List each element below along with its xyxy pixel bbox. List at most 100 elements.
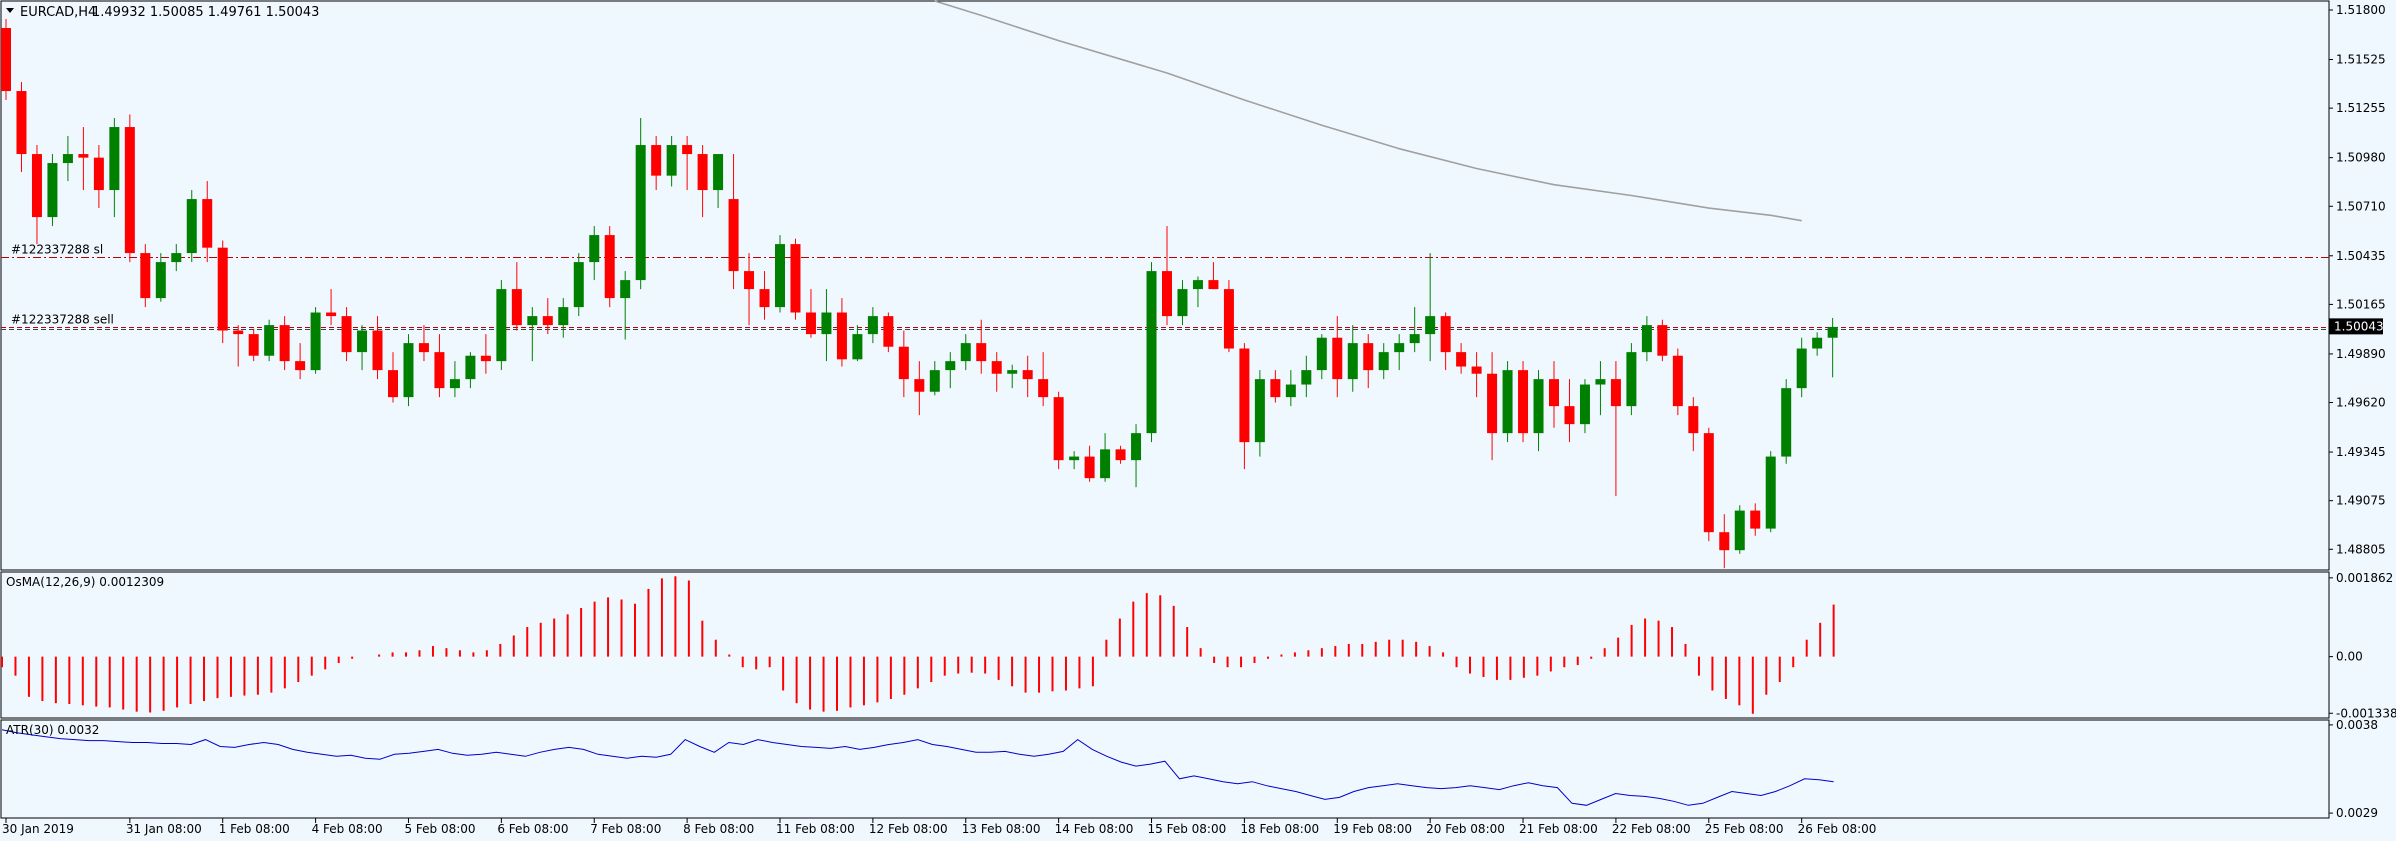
candle-body	[1301, 370, 1312, 385]
candle	[31, 145, 42, 245]
order-lines: #122337288 sl #122337288 sell	[1, 243, 2329, 330]
osma-indicator-label: OsMA(12,26,9) 0.0012309	[6, 575, 164, 589]
candle	[186, 190, 197, 263]
candle-body	[1316, 337, 1327, 371]
candle	[480, 334, 491, 374]
candle-body	[790, 244, 801, 313]
candle-body	[1146, 271, 1157, 434]
candle-body	[109, 127, 120, 191]
candle-body	[1549, 379, 1559, 407]
order-line-label-1: #122337288 sell	[11, 313, 114, 327]
candle-body	[496, 289, 507, 362]
candle	[1007, 364, 1018, 389]
price-tick-label-10: 1.49075	[2336, 494, 2386, 508]
candle-body	[480, 355, 491, 362]
candle	[836, 298, 847, 367]
candle-body	[1394, 343, 1405, 353]
candle	[744, 253, 755, 326]
candle-body	[1285, 384, 1296, 398]
candle-body	[1053, 397, 1064, 461]
candle-body	[1827, 326, 1838, 338]
candle	[697, 145, 708, 218]
candle-body	[852, 334, 863, 360]
candle-body	[1812, 337, 1823, 349]
price-tick-label-9: 1.49345	[2336, 445, 2386, 459]
candle	[1332, 316, 1343, 398]
candle	[1177, 280, 1188, 326]
candle-body	[1425, 316, 1436, 335]
candle-body	[1641, 325, 1652, 353]
candle-body	[1162, 271, 1172, 317]
candle	[1223, 280, 1234, 353]
candle-body	[1533, 379, 1544, 434]
candle	[1084, 445, 1095, 482]
candle-body	[279, 325, 290, 362]
candle	[388, 352, 398, 403]
candle-body	[1471, 366, 1482, 374]
candle-body	[78, 154, 89, 158]
candle-body	[1595, 379, 1606, 385]
candle-body	[1192, 280, 1203, 290]
candle-body	[1378, 352, 1389, 371]
candle-body	[697, 154, 708, 191]
candle-body	[341, 316, 352, 353]
candle-body	[805, 312, 816, 335]
candle	[1781, 379, 1792, 464]
candles[interactable]	[1, 19, 1838, 569]
price-tick-label-2: 1.51255	[2336, 101, 2386, 115]
candle	[1487, 352, 1498, 461]
candle-body	[1672, 355, 1683, 407]
candle	[929, 361, 940, 396]
time-tick-label-1: 31 Jan 08:00	[126, 822, 202, 836]
time-tick-label-17: 22 Feb 08:00	[1612, 822, 1691, 836]
candle-body	[914, 379, 925, 392]
candle-body	[1796, 348, 1807, 389]
candle	[1657, 319, 1668, 362]
candle	[1456, 343, 1467, 374]
candle-body	[542, 316, 553, 326]
candle-body	[1131, 433, 1142, 461]
candle-body	[124, 127, 135, 254]
candle	[341, 307, 352, 362]
atr-indicator-label: ATR(30) 0.0032	[6, 723, 99, 737]
time-tick-label-15: 20 Feb 08:00	[1426, 822, 1505, 836]
candle	[1239, 343, 1250, 470]
candle	[821, 289, 832, 362]
candle-body	[1456, 352, 1467, 367]
candle-body	[1719, 532, 1730, 551]
candle-body	[1177, 289, 1188, 317]
price-tick-label-6: 1.50165	[2336, 297, 2386, 311]
price-tick-label-1: 1.51525	[2336, 53, 2386, 67]
candle	[1796, 337, 1807, 398]
candle-body	[1610, 379, 1621, 407]
candle-body	[47, 163, 58, 218]
candle-body	[1115, 449, 1126, 461]
candle	[496, 280, 507, 371]
candle-body	[589, 235, 600, 263]
candle	[558, 298, 569, 338]
time-tick-label-18: 25 Feb 08:00	[1705, 822, 1784, 836]
candle-body	[1100, 449, 1111, 479]
candle-body	[604, 235, 615, 299]
candle	[279, 316, 290, 371]
candle	[1162, 226, 1172, 326]
candle	[465, 352, 476, 389]
candle	[775, 235, 785, 313]
candle	[1285, 370, 1296, 407]
chart-menu-triangle-icon[interactable]	[6, 8, 14, 13]
candle	[1518, 361, 1529, 443]
candle	[1270, 370, 1281, 403]
time-tick-label-0: 30 Jan 2019	[2, 822, 74, 836]
price-tick-label-7: 1.49890	[2336, 347, 2386, 361]
atr-pane: 0.0038 0.0029 ATR(30) 0.0032	[0, 718, 2378, 820]
candle	[1192, 276, 1203, 308]
osma-tick-label-2: -0.001338	[2336, 706, 2396, 720]
candle-body	[16, 91, 27, 155]
candle	[991, 352, 1002, 392]
candle-body	[1347, 343, 1358, 380]
candle	[1409, 307, 1420, 353]
candle	[604, 226, 615, 308]
candle-body	[202, 199, 213, 248]
candle-body	[1518, 370, 1529, 434]
